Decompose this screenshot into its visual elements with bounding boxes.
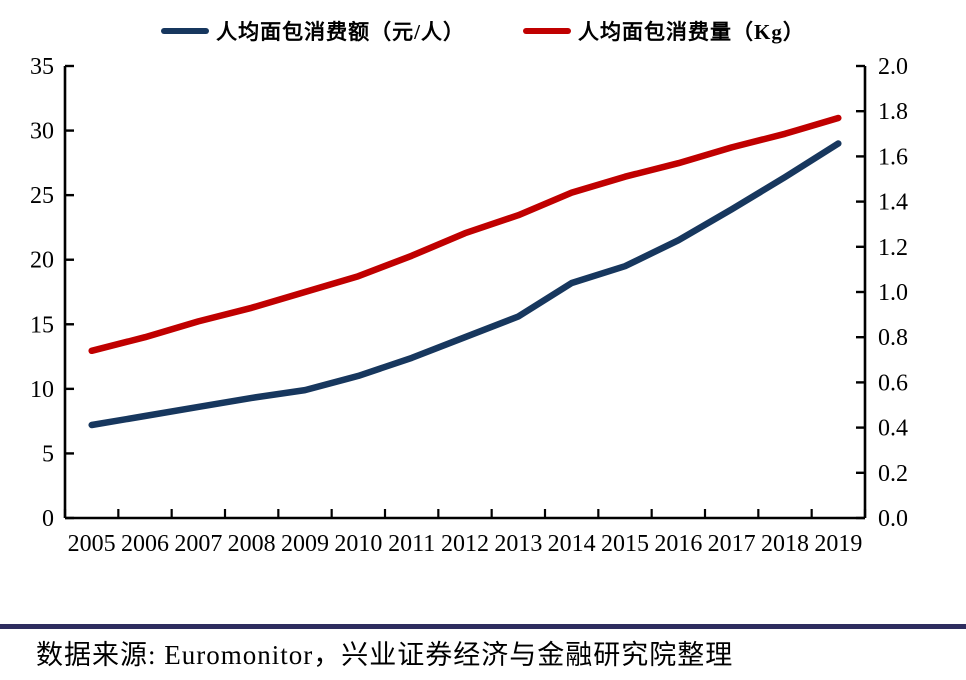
svg-text:2007: 2007 bbox=[174, 531, 222, 557]
footer-divider bbox=[0, 624, 966, 629]
svg-text:1.0: 1.0 bbox=[878, 280, 908, 306]
legend-label-volume: 人均面包消费量（Kg） bbox=[578, 20, 805, 44]
svg-text:2009: 2009 bbox=[281, 531, 329, 557]
svg-text:1.4: 1.4 bbox=[878, 190, 908, 216]
legend-line-swatch-blue bbox=[161, 28, 210, 34]
svg-text:10: 10 bbox=[30, 377, 54, 403]
svg-text:0.4: 0.4 bbox=[878, 416, 908, 442]
dual-axis-line-chart: 0 5 10 15 20 25 30 35 0.0 0.2 0.4 0.6 0.8 1.0 1.2 1.4 1.… bbox=[30, 54, 908, 557]
svg-text:1.6: 1.6 bbox=[878, 144, 908, 170]
svg-text:15: 15 bbox=[30, 312, 54, 338]
svg-text:2.0: 2.0 bbox=[878, 54, 908, 80]
chart-legend: 人均面包消费额（元/人） 人均面包消费量（Kg） bbox=[0, 16, 966, 46]
svg-text:2013: 2013 bbox=[494, 531, 542, 557]
source-note: 数据来源: Euromonitor，兴业证券经济与金融研究院整理 bbox=[36, 640, 734, 670]
svg-text:2018: 2018 bbox=[761, 531, 809, 557]
svg-text:2011: 2011 bbox=[388, 531, 435, 557]
svg-text:35: 35 bbox=[30, 54, 54, 80]
legend-item-volume: 人均面包消费量（Kg） bbox=[523, 16, 805, 46]
svg-text:1.2: 1.2 bbox=[878, 235, 908, 261]
svg-text:0.6: 0.6 bbox=[878, 370, 908, 396]
svg-text:0.2: 0.2 bbox=[878, 461, 908, 487]
svg-text:2010: 2010 bbox=[334, 531, 382, 557]
svg-text:2019: 2019 bbox=[814, 531, 862, 557]
svg-text:0.0: 0.0 bbox=[878, 506, 908, 532]
svg-text:1.8: 1.8 bbox=[878, 99, 908, 125]
legend-item-amount: 人均面包消费额（元/人） bbox=[161, 16, 465, 46]
svg-text:2017: 2017 bbox=[708, 531, 756, 557]
svg-text:2012: 2012 bbox=[441, 531, 489, 557]
svg-text:20: 20 bbox=[30, 248, 54, 274]
svg-text:2015: 2015 bbox=[601, 531, 649, 557]
svg-text:2005: 2005 bbox=[68, 531, 116, 557]
svg-text:2016: 2016 bbox=[654, 531, 702, 557]
legend-label-amount: 人均面包消费额（元/人） bbox=[216, 20, 465, 44]
svg-text:25: 25 bbox=[30, 183, 54, 209]
legend-line-swatch-red bbox=[523, 28, 571, 34]
svg-text:0: 0 bbox=[42, 506, 54, 532]
svg-text:5: 5 bbox=[42, 441, 54, 467]
svg-text:2014: 2014 bbox=[548, 531, 596, 557]
svg-text:2008: 2008 bbox=[228, 531, 276, 557]
svg-text:2006: 2006 bbox=[121, 531, 169, 557]
svg-text:30: 30 bbox=[30, 119, 54, 145]
svg-text:0.8: 0.8 bbox=[878, 325, 908, 351]
